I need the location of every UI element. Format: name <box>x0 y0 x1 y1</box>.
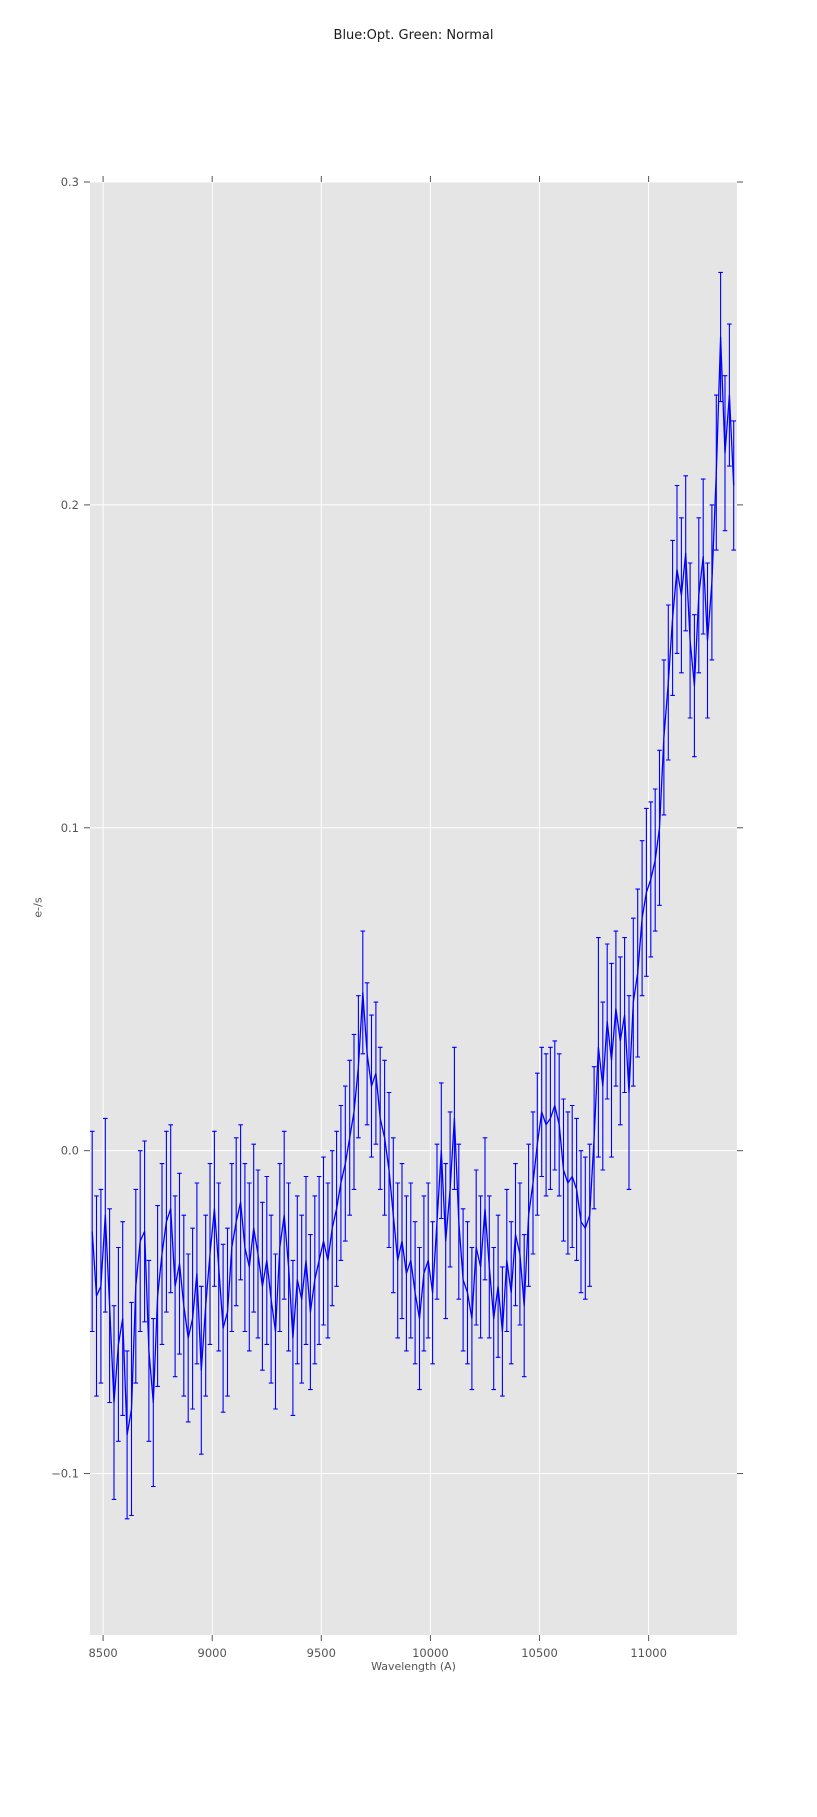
data-line <box>91 336 735 1436</box>
x-tick-label: 8500 <box>88 1646 117 1660</box>
plot-panel <box>90 182 737 1635</box>
x-axis-label: Wavelength (A) <box>371 1660 456 1673</box>
y-tick-label: −0.1 <box>51 1467 79 1481</box>
y-tick-label: 0.3 <box>61 175 79 189</box>
y-tick-label: 0.2 <box>61 498 79 512</box>
y-axis-label: e-/s <box>31 897 45 918</box>
x-tick-label: 9000 <box>198 1646 227 1660</box>
x-tick-label: 9500 <box>307 1646 336 1660</box>
y-tick-label: 0.0 <box>61 1144 79 1158</box>
x-tick-label: 11000 <box>630 1646 667 1660</box>
x-tick-label: 10000 <box>412 1646 449 1660</box>
chart-title: Blue:Opt. Green: Normal <box>333 28 494 43</box>
y-tick-label: 0.1 <box>61 821 79 835</box>
x-tick-label: 10500 <box>521 1646 558 1660</box>
